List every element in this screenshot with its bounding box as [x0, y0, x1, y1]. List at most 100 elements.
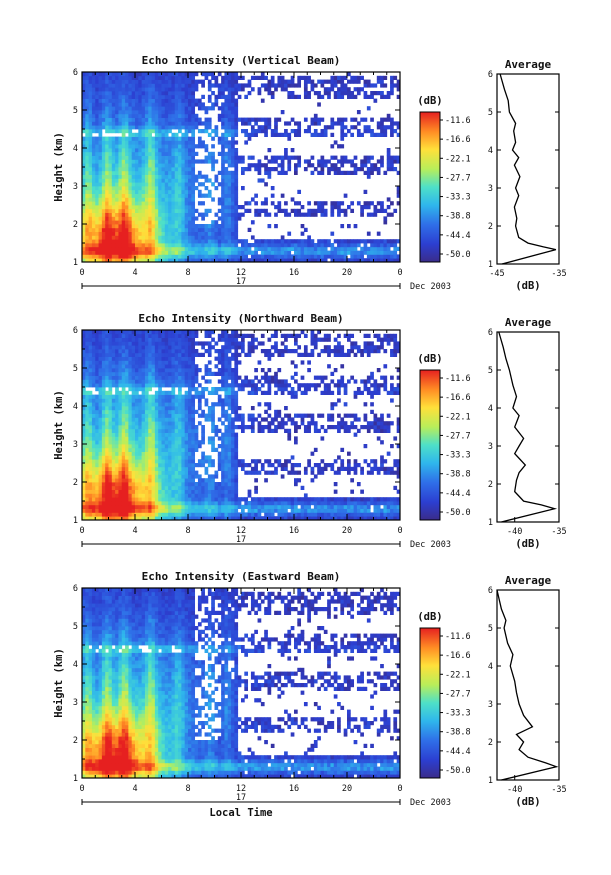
heatmap-cell: [267, 224, 272, 229]
heatmap-cell: [108, 459, 113, 464]
heatmap-cell: [317, 205, 321, 210]
heatmap-cell: [178, 208, 182, 213]
heatmap-cell: [115, 167, 119, 172]
heatmap-cell: [121, 409, 126, 414]
x-tick-label: 4: [132, 268, 137, 278]
heatmap-cell: [158, 246, 162, 251]
heatmap-cell: [297, 250, 302, 255]
heatmap-cell: [125, 493, 129, 498]
heatmap-cell: [105, 341, 109, 346]
heatmap-cell: [380, 250, 384, 255]
heatmap-cell: [144, 129, 149, 134]
heatmap-cell: [151, 197, 156, 202]
heatmap-cell: [234, 121, 239, 126]
heatmap-cell: [227, 113, 232, 118]
heatmap-cell: [111, 406, 116, 411]
heatmap-cell: [174, 132, 179, 137]
heatmap-cell: [115, 243, 119, 248]
heatmap-cell: [138, 375, 143, 380]
heatmap-cell: [135, 425, 139, 430]
heatmap-cell: [237, 205, 242, 210]
heatmap-cell: [98, 463, 103, 468]
heatmap-cell: [135, 106, 139, 111]
heatmap-cell: [184, 155, 189, 160]
heatmap-cell: [105, 352, 109, 357]
heatmap-cell: [214, 243, 219, 248]
heatmap-cell: [317, 239, 321, 244]
heatmap-cell: [154, 235, 159, 240]
heatmap-cell: [178, 246, 182, 251]
heatmap-cell: [95, 508, 99, 513]
heatmap-cell: [128, 466, 133, 471]
heatmap-cell: [383, 75, 388, 80]
heatmap-cell: [320, 159, 325, 164]
heatmap-cell: [360, 205, 364, 210]
heatmap-cell: [323, 246, 328, 251]
heatmap-cell: [197, 159, 202, 164]
heatmap-cell: [111, 235, 116, 240]
heatmap-cell: [184, 246, 189, 251]
heatmap-cell: [85, 110, 90, 115]
heatmap-cell: [350, 91, 355, 96]
heatmap-cell: [181, 337, 186, 342]
profile-y-tick-label: 2: [488, 222, 493, 232]
heatmap-cell: [98, 186, 103, 191]
heatmap-cell: [171, 440, 176, 445]
heatmap-cell: [118, 113, 123, 118]
heatmap-cell: [181, 254, 186, 259]
heatmap-cell: [221, 235, 225, 240]
heatmap-cell: [333, 239, 338, 244]
heatmap-cell: [161, 394, 166, 399]
heatmap-cell: [207, 246, 212, 251]
profile-x-tick-label: -35: [551, 269, 566, 279]
heatmap-cell: [121, 425, 126, 430]
heatmap-cell: [221, 117, 225, 122]
heatmap-cell: [297, 258, 302, 263]
heatmap-cell: [347, 246, 351, 251]
heatmap-cell: [241, 83, 245, 88]
heatmap-cell: [158, 243, 162, 248]
heatmap-cell: [231, 94, 235, 99]
heatmap-cell: [111, 189, 116, 194]
heatmap-cell: [88, 151, 93, 156]
heatmap-cell: [366, 212, 371, 217]
heatmap-cell: [313, 91, 318, 96]
heatmap-cell: [141, 163, 146, 168]
heatmap-cell: [224, 224, 229, 229]
heatmap-cell: [144, 189, 149, 194]
heatmap-cell: [171, 197, 176, 202]
heatmap-cell: [151, 345, 156, 350]
heatmap-cell: [115, 512, 119, 517]
heatmap-cell: [151, 421, 156, 426]
heatmap-cell: [118, 345, 123, 350]
heatmap-cell: [181, 356, 186, 361]
heatmap-cell: [188, 364, 192, 369]
heatmap-cell: [128, 170, 133, 175]
heatmap-cell: [91, 220, 96, 225]
heatmap-cell: [204, 148, 209, 153]
heatmap-cell: [327, 243, 331, 248]
heatmap-cell: [111, 413, 116, 418]
heatmap-cell: [363, 94, 368, 99]
heatmap-cell: [158, 493, 162, 498]
heatmap-cell: [178, 352, 182, 357]
heatmap-cell: [211, 231, 215, 236]
heatmap-cell: [274, 205, 278, 210]
heatmap-cell: [207, 360, 212, 365]
x-tick-label: 8: [185, 268, 190, 278]
heatmap-cell: [115, 459, 119, 464]
heatmap-cell: [188, 478, 192, 483]
heatmap-cell: [105, 451, 109, 456]
heatmap-cell: [88, 383, 93, 388]
heatmap-cell: [148, 144, 152, 149]
heatmap-cell: [131, 174, 136, 179]
heatmap-cell: [108, 159, 113, 164]
heatmap-cell: [168, 189, 172, 194]
heatmap-cell: [191, 459, 196, 464]
heatmap-cell: [88, 193, 93, 198]
heatmap-cell: [227, 132, 232, 137]
heatmap-cell: [82, 189, 86, 194]
heatmap-cell: [105, 227, 109, 232]
heatmap-cell: [158, 148, 162, 153]
heatmap-cell: [115, 474, 119, 479]
